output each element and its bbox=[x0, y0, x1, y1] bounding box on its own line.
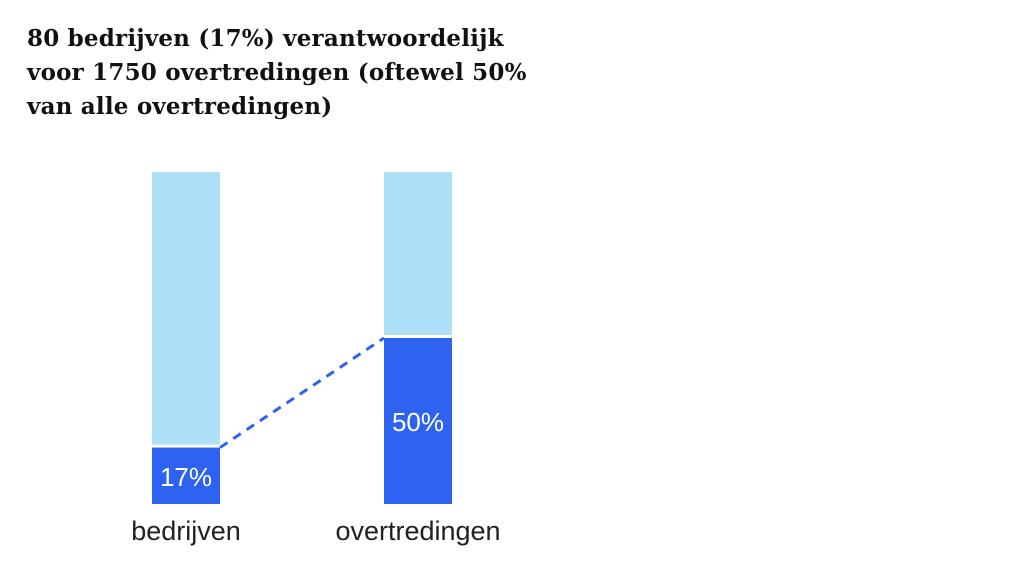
title-line-1: 80 bedrijven (17%) verantwoordelijk bbox=[27, 25, 504, 52]
title-line-2: voor 1750 overtredingen (oftewel 50% bbox=[27, 59, 527, 86]
bar-remainder-bedrijven bbox=[152, 172, 220, 445]
category-label-overtredingen: overtredingen bbox=[335, 516, 500, 546]
title-line-3: van alle overtredingen) bbox=[27, 93, 333, 120]
bar-remainder-overtredingen bbox=[384, 172, 452, 335]
value-label-overtredingen: 50% bbox=[392, 407, 444, 437]
chart-title: 80 bedrijven (17%) verantwoordelijk voor… bbox=[27, 22, 587, 124]
category-label-bedrijven: bedrijven bbox=[131, 516, 241, 546]
dashed-connector-line bbox=[219, 336, 385, 449]
bar-highlight-bedrijven bbox=[152, 447, 220, 504]
bar-highlight-overtredingen bbox=[384, 338, 452, 504]
value-label-bedrijven: 17% bbox=[160, 462, 212, 492]
